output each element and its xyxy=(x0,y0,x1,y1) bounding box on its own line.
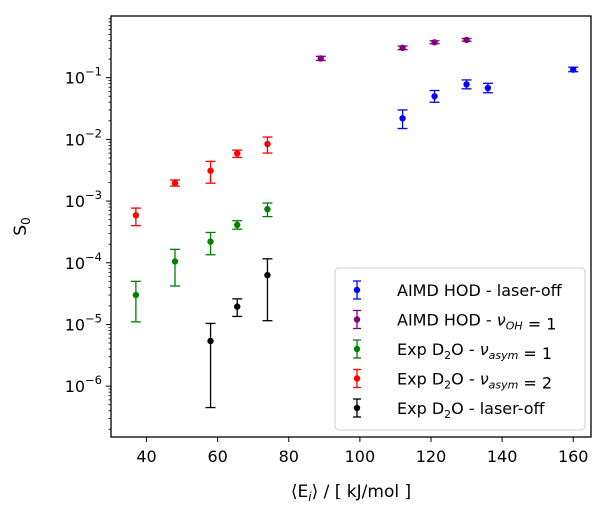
x-axis-label: ⟨Ei⟩ / [ kJ/mol ] xyxy=(291,482,411,504)
x-tick-label: 60 xyxy=(207,447,227,466)
y-tick-label: 10−6 xyxy=(65,373,102,396)
legend-label: AIMD HOD - laser-off xyxy=(397,281,563,300)
legend-box xyxy=(334,267,586,431)
series-4 xyxy=(205,258,273,409)
series-0 xyxy=(397,66,579,130)
data-point xyxy=(207,337,214,345)
y-axis: 10−6 10−5 10−4 10−3 10−2 10−1 xyxy=(65,65,111,396)
legend-marker xyxy=(353,345,361,353)
x-tick-label: 100 xyxy=(345,447,376,466)
data-point xyxy=(234,150,241,157)
data-point xyxy=(264,271,271,279)
legend-marker xyxy=(353,316,361,323)
data-point xyxy=(484,84,492,92)
y-tick-label: 10−4 xyxy=(65,250,102,273)
plot-frame xyxy=(110,15,592,438)
data-point xyxy=(431,39,438,46)
legend-marker xyxy=(353,375,361,382)
data-point xyxy=(234,303,241,310)
data-point xyxy=(171,179,179,187)
data-point xyxy=(264,205,271,213)
y-tick-label: 10−5 xyxy=(65,311,102,334)
data-point xyxy=(431,93,438,100)
x-tick-label: 160 xyxy=(558,447,589,466)
data-point xyxy=(132,212,140,219)
x-axis: 40 60 80 100 120 140 160 xyxy=(136,437,588,466)
data-point xyxy=(264,140,271,148)
data-point xyxy=(317,55,324,62)
data-point xyxy=(207,238,214,245)
y-axis-label: S0 xyxy=(11,217,33,235)
data-point xyxy=(463,36,470,44)
x-tick-label: 120 xyxy=(416,447,447,466)
y-tick-label: 10−2 xyxy=(65,126,102,149)
data-point xyxy=(171,258,179,265)
data-point xyxy=(234,221,241,229)
series-3 xyxy=(130,136,273,227)
series-layer xyxy=(130,36,579,409)
series-2 xyxy=(130,202,273,323)
data-point xyxy=(570,66,577,73)
legend-entry: AIMD HOD - laser-off xyxy=(353,280,563,300)
y-tick-label: 10−1 xyxy=(65,65,102,88)
legend-label: Exp D2O - laser-off xyxy=(397,399,546,421)
legend-marker xyxy=(353,404,361,412)
data-point xyxy=(399,115,406,122)
series-1 xyxy=(315,36,472,62)
legend-marker xyxy=(353,286,361,294)
legend-entry: Exp D2O - laser-off xyxy=(353,398,546,421)
data-point xyxy=(463,81,470,88)
y-tick-label: 10−3 xyxy=(65,188,102,211)
x-tick-label: 40 xyxy=(136,447,156,466)
x-tick-label: 140 xyxy=(487,447,518,466)
data-point xyxy=(399,44,406,52)
data-point xyxy=(132,291,140,299)
data-point xyxy=(207,167,214,174)
x-tick-label: 80 xyxy=(279,447,299,466)
